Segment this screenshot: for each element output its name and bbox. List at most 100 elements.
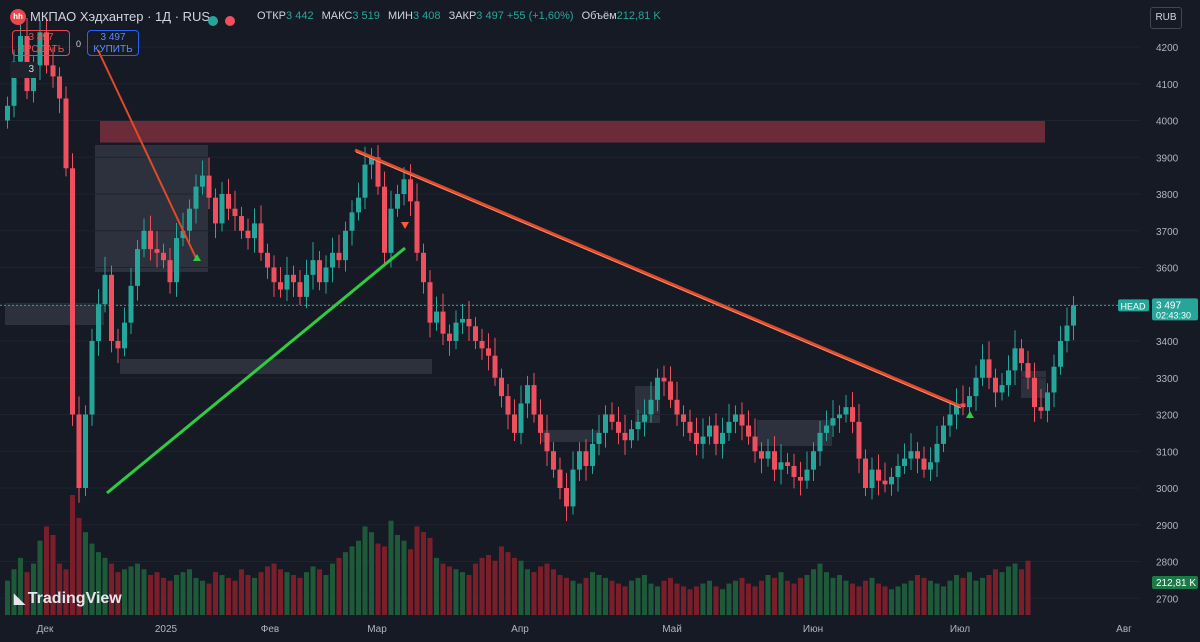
tradingview-icon: ◣: [14, 590, 25, 606]
volume-bar: [752, 586, 758, 615]
volume-bar: [570, 580, 576, 615]
candle-body: [674, 399, 680, 415]
drawings[interactable]: [0, 49, 1140, 495]
volume-bar: [668, 577, 673, 615]
volume-bar: [824, 572, 829, 615]
candle-body: [83, 414, 88, 488]
candle-body: [525, 385, 530, 404]
candle-body: [934, 443, 940, 463]
range-box: [5, 303, 104, 325]
candle-body: [57, 76, 62, 99]
candle-body: [479, 341, 485, 349]
volume-bar: [141, 569, 147, 615]
candle-body: [44, 32, 49, 66]
volume-bar: [531, 572, 537, 615]
volume-bar: [492, 560, 498, 615]
currency-button[interactable]: RUB: [1150, 7, 1182, 29]
candle-body: [687, 421, 693, 433]
volume-bar: [206, 583, 212, 615]
candle-body: [720, 432, 725, 444]
volume-bar: [876, 583, 881, 615]
candle-body: [622, 432, 628, 441]
candle-body: [843, 407, 849, 415]
last-price-value: 3 497: [1156, 300, 1181, 311]
candle-body: [362, 164, 368, 198]
volume-bar: [590, 572, 595, 615]
volume-bar: [330, 563, 335, 615]
candle-body: [466, 318, 472, 327]
candle-body: [258, 223, 264, 253]
volume-bar: [122, 569, 127, 615]
volume-bar: [499, 546, 504, 615]
candle-body: [317, 260, 322, 283]
chart-header: hh МКПАО Хэдхантер · 1Д · RUS ОТКР3 442 …: [0, 0, 1200, 34]
candle-body: [733, 414, 738, 422]
tradingview-logo[interactable]: ◣ TradingView: [14, 590, 122, 608]
candle-body: [297, 282, 303, 297]
volume-bar: [89, 543, 95, 615]
candle-body: [635, 421, 641, 430]
candle-body: [5, 105, 10, 121]
volume-bar: [50, 535, 56, 615]
indicators-toggle[interactable]: 3: [10, 62, 38, 78]
volume-bar: [460, 572, 465, 615]
candle-body: [1006, 370, 1011, 386]
volume-bar: [947, 580, 953, 615]
volume-bar: [980, 577, 985, 615]
volume-bar: [850, 583, 855, 615]
candle-body: [908, 451, 914, 459]
candle-body: [648, 399, 654, 415]
volume-bar: [180, 572, 186, 615]
buy-button[interactable]: 3 497 КУПИТЬ: [87, 30, 139, 56]
volume-bar: [5, 580, 10, 615]
volume-bar: [869, 577, 875, 615]
candle-body: [921, 458, 927, 470]
volume-bar: [934, 583, 940, 615]
candle-body: [239, 216, 244, 231]
candle-body: [1025, 363, 1031, 378]
volume-bar: [37, 540, 43, 615]
sell-price: 3 497: [28, 32, 54, 43]
volume-bar: [811, 569, 816, 615]
volume-bar: [161, 577, 166, 615]
volume-bar: [739, 577, 745, 615]
sell-signal-marker: [401, 222, 409, 229]
candle-body: [278, 282, 283, 290]
candle-body: [89, 341, 95, 415]
candle-body: [954, 403, 959, 415]
volume-bar: [434, 557, 439, 615]
status-dots: [208, 12, 238, 30]
volume-bar: [310, 566, 316, 615]
volume-bar: [889, 589, 894, 615]
volume-bar: [18, 557, 23, 615]
candle-body: [603, 414, 608, 433]
volume-bar: [765, 575, 771, 615]
candle-body: [889, 476, 894, 485]
volume-bar: [915, 575, 920, 615]
candle-body: [661, 377, 667, 382]
candle-body: [265, 252, 270, 268]
candle-body: [102, 274, 108, 305]
candle-body: [609, 414, 615, 422]
volume-bar: [707, 580, 712, 615]
candle-body: [271, 267, 277, 283]
volume-bar: [375, 543, 381, 615]
bar-countdown: 02:43:30: [1156, 310, 1191, 320]
candle-body: [76, 414, 82, 488]
volume-bar: [148, 575, 153, 615]
sell-button[interactable]: 3 497 ПРОДАТЬ: [12, 30, 70, 56]
candle-body: [726, 421, 732, 433]
volume-bar: [837, 575, 842, 615]
volume-bar: [804, 575, 810, 615]
instrument-title[interactable]: МКПАО Хэдхантер · 1Д · RUS: [30, 9, 211, 24]
y-tick-label: 3300: [1156, 374, 1179, 385]
volume-value: 212,81 K: [1156, 578, 1196, 589]
volume-bar: [453, 569, 459, 615]
candle-body: [850, 407, 855, 422]
volume-bar: [778, 572, 784, 615]
candle-body: [193, 186, 199, 209]
candle-body: [967, 396, 972, 408]
candle-body: [427, 282, 433, 323]
candle-body: [1071, 305, 1076, 326]
